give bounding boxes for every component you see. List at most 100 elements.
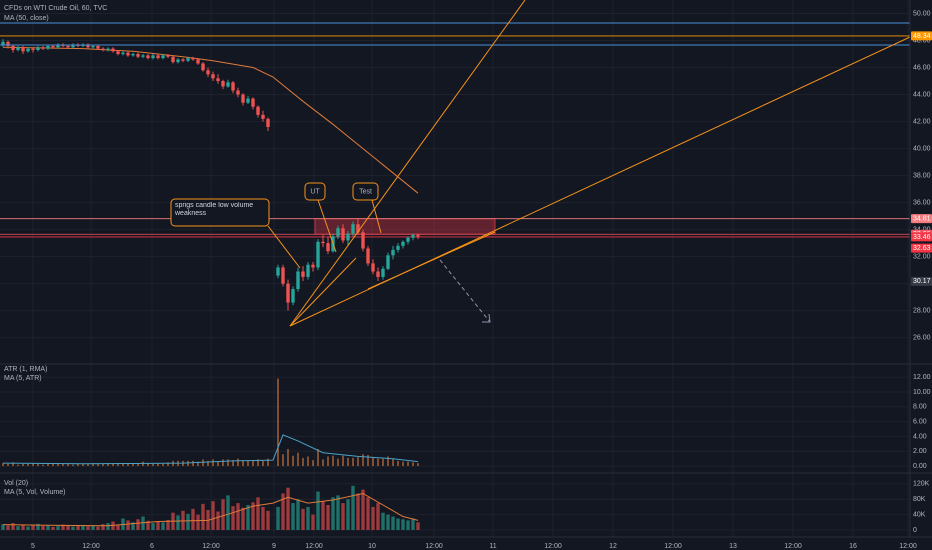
candle-body [51,45,55,48]
bar [382,458,384,467]
y-tick-label: 80K [913,496,926,503]
candle-body [6,41,10,46]
candle-body [391,249,395,256]
bar [87,463,89,467]
bar [346,499,350,530]
bar [396,518,400,530]
bar [257,459,259,467]
bar [51,526,55,530]
candle-body [286,283,290,303]
x-tick-label: 9 [272,543,276,550]
candle-body [171,56,175,63]
candle-body [251,98,255,107]
bar [296,499,300,530]
bar [327,456,329,467]
bar [256,497,260,530]
bar [37,463,39,467]
candle-body [381,268,385,277]
y-tick-label: 6.00 [913,418,927,425]
x-tick-label: 12:00 [784,543,802,550]
candle-body [216,78,220,82]
bar [407,461,409,467]
bar [107,463,109,467]
candle-body [291,289,295,303]
marks [0,35,910,530]
bar [126,520,130,530]
bar [202,459,204,467]
bar [32,463,34,467]
legend-entry: MA (5, ATR) [4,375,42,382]
bar [17,464,19,467]
y-tick-label: 2.00 [913,448,927,455]
candle-body [211,74,215,79]
bar [236,503,240,530]
candle-body [206,70,210,75]
bar [246,505,250,530]
bar [217,461,219,467]
bar [77,463,79,467]
candle-body [141,55,145,57]
bar [287,449,289,467]
callout-box [304,182,326,201]
bar [132,463,134,467]
candle-body [191,58,195,60]
candle-body [36,47,40,50]
callout-pointer [371,199,382,234]
candle-body [1,41,5,45]
candle-body [276,267,280,276]
bar [91,525,95,530]
candle-body [361,232,365,249]
bar [227,459,229,467]
candle-body [126,52,130,56]
bar [357,457,359,467]
y-tick-label: 4.00 [913,433,927,440]
bar [2,463,4,467]
candle-body [371,263,375,272]
bar [31,525,35,530]
bar [96,526,100,530]
bar [266,510,270,530]
bar [307,456,309,467]
bar [167,462,169,467]
candle-body [416,235,420,237]
price-badge [911,276,932,286]
bar [36,523,40,530]
bar [92,463,94,467]
bar [6,525,10,530]
candle-body [181,59,185,61]
candle-body [306,264,310,277]
candle-body [321,241,325,244]
bar [201,503,205,530]
candle-body [236,90,240,95]
bar [71,526,75,530]
candle-body [311,264,315,268]
bar [276,506,280,530]
bar [81,525,85,530]
bar [47,463,49,467]
indicator-line [2,492,419,527]
candle-body [151,55,155,59]
bar [106,523,110,530]
bar [252,460,254,467]
candle-body [146,55,150,59]
bar [21,524,25,530]
candle-body [101,48,105,50]
bar [66,525,70,530]
indicator-line [2,46,419,194]
bar [147,463,149,467]
bar [12,462,14,467]
chart-title: CFDs on WTI Crude Oil, 60, TVC [4,5,107,12]
bar [176,515,180,530]
candle-body [176,59,180,63]
candle-body [131,54,135,56]
bar [302,457,304,467]
candle-body [351,224,355,234]
bar [127,463,129,467]
candle-body [11,45,15,50]
candle-body [26,48,30,52]
candle-body [266,118,270,127]
bar [187,460,189,467]
y-tick-label: 28.00 [913,308,931,315]
candle-body [406,237,410,242]
